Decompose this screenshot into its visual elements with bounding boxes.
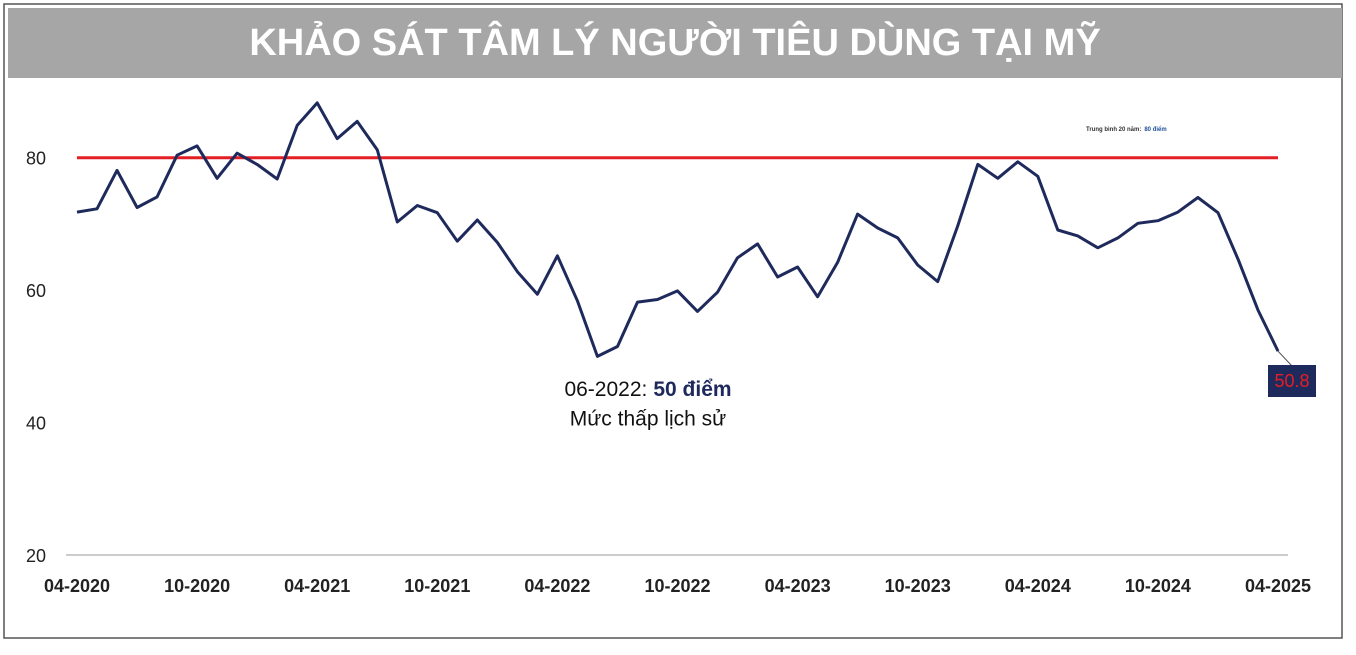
x-tick-label: 04-2023 bbox=[765, 576, 831, 596]
y-tick-label: 80 bbox=[26, 149, 46, 169]
x-tick-label: 10-2022 bbox=[644, 576, 710, 596]
reference-label-value: 80 điểm bbox=[1144, 126, 1166, 133]
x-tick-label: 04-2025 bbox=[1245, 576, 1311, 596]
x-tick-label: 04-2024 bbox=[1005, 576, 1071, 596]
x-tick-label: 10-2021 bbox=[404, 576, 470, 596]
x-tick-label: 10-2020 bbox=[164, 576, 230, 596]
chart-title: KHẢO SÁT TÂM LÝ NGƯỜI TIÊU DÙNG TẠI MỸ bbox=[249, 20, 1100, 64]
annotation: 06-2022: 50 điểm bbox=[564, 378, 731, 401]
value-label: 50.8 bbox=[1274, 371, 1309, 391]
frame bbox=[3, 3, 1343, 639]
title-banner bbox=[8, 8, 1342, 78]
y-tick-label: 20 bbox=[26, 546, 46, 566]
data-line bbox=[76, 101, 1280, 358]
x-tick-label: 10-2023 bbox=[885, 576, 951, 596]
annotation-subtext: Mức thấp lịch sử bbox=[570, 408, 727, 431]
annotation-text: 06-2022: bbox=[564, 378, 647, 401]
x-tick-label: 04-2020 bbox=[44, 576, 110, 596]
annotation-highlight: 50 điểm bbox=[653, 378, 731, 401]
reference-label-text: Trung bình 20 năm: bbox=[1086, 127, 1141, 133]
x-tick-label: 04-2021 bbox=[284, 576, 350, 596]
y-tick-label: 40 bbox=[26, 413, 46, 433]
value-label-box bbox=[1268, 365, 1316, 397]
y-tick-label: 60 bbox=[26, 281, 46, 301]
x-tick-label: 04-2022 bbox=[524, 576, 590, 596]
x-tick-label: 10-2024 bbox=[1125, 576, 1191, 596]
leader-line bbox=[1277, 350, 1293, 367]
reference-label: Trung bình 20 năm: 80 điểm bbox=[1086, 126, 1167, 133]
